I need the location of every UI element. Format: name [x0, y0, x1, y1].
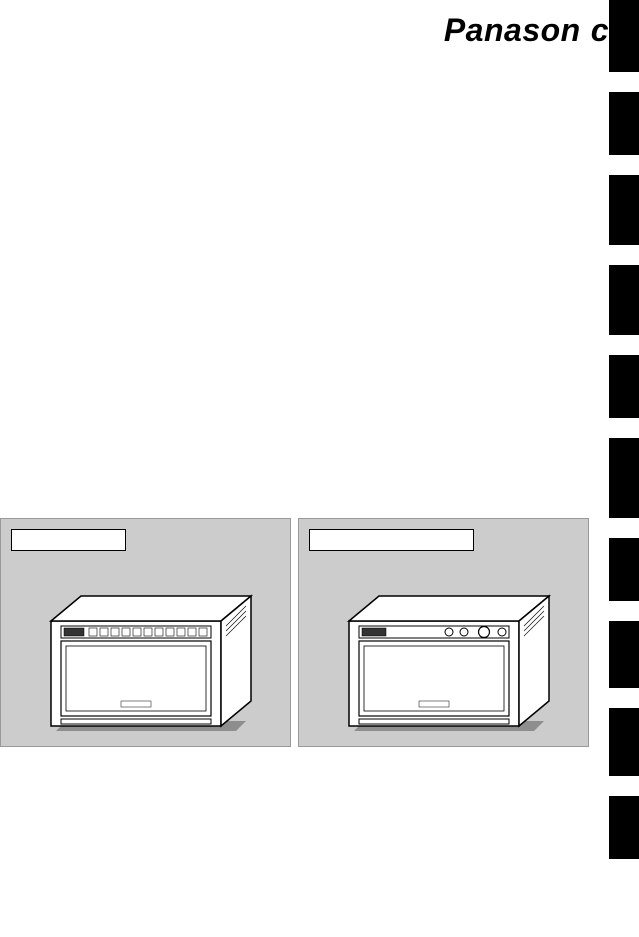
brand-text-part2: c: [591, 12, 609, 48]
microwave-digital-illustration: [26, 576, 266, 736]
product-right-box: [298, 518, 589, 747]
tab-7: [609, 621, 639, 688]
tab-3: [609, 265, 639, 335]
tab-2: [609, 175, 639, 245]
product-images-row: [0, 518, 589, 747]
language-tabs: [609, 0, 639, 859]
brand-logo: Panason c: [444, 12, 609, 49]
tab-5: [609, 438, 639, 518]
microwave-dial-illustration: [324, 576, 564, 736]
tab-8: [609, 708, 639, 776]
tab-6: [609, 538, 639, 601]
model-label-right: [309, 529, 474, 551]
product-left-box: [0, 518, 291, 747]
tab-4: [609, 355, 639, 418]
model-label-left: [11, 529, 126, 551]
tab-1: [609, 92, 639, 155]
tab-0: [609, 0, 639, 72]
tab-9: [609, 796, 639, 859]
brand-text-part1: Panason: [444, 12, 581, 48]
